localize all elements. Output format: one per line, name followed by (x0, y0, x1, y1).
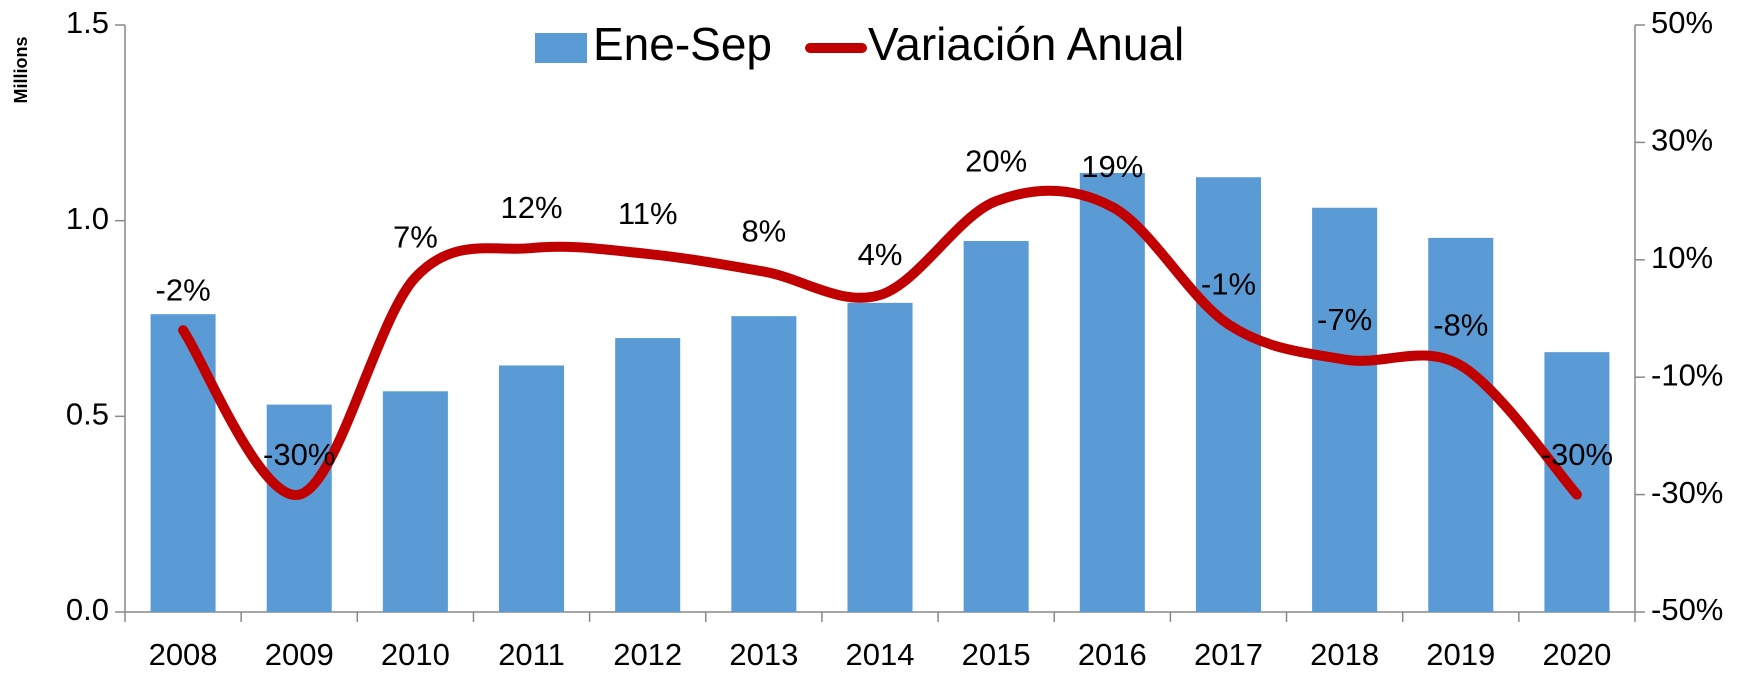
bar (1195, 177, 1261, 612)
x-tick-label: 2019 (1426, 637, 1495, 672)
x-tick-label: 2013 (729, 637, 798, 672)
bar (615, 338, 681, 612)
x-tick-label: 2016 (1078, 637, 1147, 672)
bar (266, 404, 332, 612)
x-tick-label: 2010 (381, 637, 450, 672)
y-tick-label: 0.0 (66, 592, 109, 627)
legend-label: Variación Anual (868, 18, 1184, 70)
y2-tick-label: 10% (1651, 240, 1713, 275)
y-tick-label: 1.5 (66, 5, 109, 40)
y2-tick-label: -30% (1651, 475, 1723, 510)
bar (1428, 237, 1494, 613)
bar (731, 316, 797, 612)
x-tick-label: 2020 (1542, 637, 1611, 672)
bar (963, 241, 1029, 613)
bar (150, 314, 216, 612)
x-tick-label: 2014 (846, 637, 915, 672)
bar (382, 391, 448, 612)
y2-tick-label: -50% (1651, 592, 1723, 627)
legend-swatch (535, 33, 587, 63)
data-label: 4% (858, 237, 903, 272)
x-tick-label: 2015 (962, 637, 1031, 672)
data-label: -30% (1541, 437, 1613, 472)
y-tick-label: 1.0 (66, 201, 109, 236)
bar (1312, 207, 1378, 612)
data-label: 19% (1081, 149, 1143, 184)
bar (1079, 172, 1145, 612)
y2-tick-label: -10% (1651, 357, 1723, 392)
x-tick-label: 2009 (265, 637, 334, 672)
data-label: -30% (263, 437, 335, 472)
data-label: 11% (618, 196, 678, 231)
x-tick-label: 2011 (498, 637, 565, 672)
y2-tick-label: 50% (1651, 5, 1713, 40)
bar (847, 302, 913, 612)
x-tick-label: 2012 (613, 637, 682, 672)
data-label: 12% (501, 190, 563, 225)
data-label: 7% (393, 220, 438, 255)
data-label: 20% (965, 143, 1027, 178)
data-label: -2% (156, 272, 211, 307)
bar (1544, 352, 1610, 612)
bar (499, 365, 565, 612)
line (178, 185, 1582, 500)
x-tick-label: 2018 (1310, 637, 1379, 672)
data-label: -1% (1201, 267, 1256, 302)
data-label: 8% (741, 214, 786, 249)
y2-tick-label: 30% (1651, 123, 1713, 158)
data-label: -7% (1317, 302, 1372, 337)
data-label: -8% (1433, 308, 1488, 343)
y-tick-label: 0.5 (66, 397, 109, 432)
x-tick-label: 2017 (1194, 637, 1263, 672)
x-tick-label: 2008 (149, 637, 218, 672)
y-axis-label: Millions (11, 37, 31, 104)
legend-label: Ene-Sep (593, 18, 772, 70)
